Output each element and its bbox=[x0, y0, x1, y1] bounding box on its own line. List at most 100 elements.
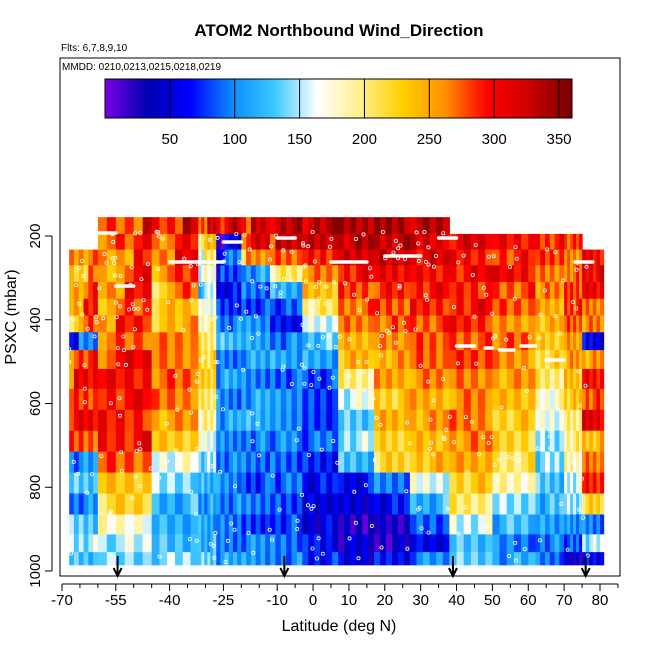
heatmap-cell bbox=[350, 315, 357, 333]
heatmap-cell bbox=[78, 368, 85, 390]
heatmap-cell bbox=[380, 233, 387, 251]
sample-point bbox=[300, 322, 305, 327]
heatmap-cell bbox=[540, 388, 546, 411]
plot-frame bbox=[59, 57, 621, 577]
heatmap-cell bbox=[213, 472, 217, 495]
heatmap-cell bbox=[73, 472, 80, 495]
heatmap-cell bbox=[232, 315, 238, 333]
heatmap-cell bbox=[78, 472, 85, 495]
heatmap-cell bbox=[93, 534, 99, 553]
heatmap-cell bbox=[442, 298, 450, 317]
sample-point bbox=[391, 325, 396, 330]
heatmap-cell bbox=[478, 298, 486, 317]
heatmap-cell bbox=[237, 534, 242, 553]
sample-point bbox=[362, 388, 367, 393]
heatmap-cell bbox=[106, 332, 117, 351]
sample-point bbox=[222, 259, 227, 264]
heatmap-cell bbox=[174, 350, 184, 370]
sample-point bbox=[472, 314, 477, 319]
heatmap-cell bbox=[270, 249, 277, 266]
heatmap-cell bbox=[220, 282, 226, 300]
heatmap-cell bbox=[260, 265, 266, 283]
heatmap-cell bbox=[540, 451, 546, 474]
heatmap-cell bbox=[291, 534, 298, 553]
heatmap-cell bbox=[391, 472, 399, 495]
heatmap-cell bbox=[201, 350, 205, 370]
heatmap-cell bbox=[69, 493, 75, 516]
heatmap-cell bbox=[442, 265, 450, 283]
heatmap-cell bbox=[567, 315, 571, 333]
heatmap-cell bbox=[592, 350, 598, 370]
heatmap-cell bbox=[362, 388, 369, 411]
heatmap-cell bbox=[559, 315, 565, 333]
heatmap-cell bbox=[237, 350, 242, 370]
heatmap-cell bbox=[429, 493, 437, 516]
heatmap-cell bbox=[115, 350, 126, 370]
heatmap-cell bbox=[69, 282, 75, 300]
heatmap-cell bbox=[167, 265, 176, 283]
heatmap-cell bbox=[246, 493, 252, 516]
heatmap-cell bbox=[296, 388, 303, 411]
heatmap-cell bbox=[232, 514, 238, 535]
heatmap-cell bbox=[308, 388, 315, 411]
sample-point bbox=[441, 231, 446, 236]
sample-point bbox=[380, 229, 385, 234]
heatmap-cell bbox=[576, 388, 580, 411]
heatmap-cell bbox=[573, 514, 577, 535]
sample-point bbox=[181, 328, 186, 333]
sample-point bbox=[323, 301, 328, 306]
heatmap-cell bbox=[106, 298, 117, 317]
heatmap-cell bbox=[582, 409, 587, 432]
heatmap-cell bbox=[423, 332, 431, 351]
sample-point bbox=[537, 538, 542, 543]
heatmap-cell bbox=[374, 552, 381, 566]
heatmap-cell bbox=[286, 265, 293, 283]
heatmap-cell bbox=[210, 368, 214, 390]
sample-point bbox=[507, 554, 512, 559]
heatmap-cell bbox=[204, 493, 208, 516]
heatmap-cell bbox=[250, 493, 257, 516]
heatmap-cell bbox=[286, 514, 293, 535]
sample-point bbox=[306, 343, 311, 348]
heatmap-cell bbox=[78, 249, 85, 266]
sample-point bbox=[278, 294, 283, 299]
heatmap-cell bbox=[286, 409, 293, 432]
heatmap-cell bbox=[589, 282, 594, 300]
heatmap-cell bbox=[442, 409, 450, 432]
heatmap-cell bbox=[198, 430, 202, 453]
heatmap-cell bbox=[241, 409, 247, 432]
heatmap-cell bbox=[535, 282, 541, 300]
y-tick-label: 200 bbox=[27, 223, 44, 248]
heatmap-cell bbox=[456, 472, 465, 495]
heatmap-cell bbox=[585, 514, 590, 535]
sample-point bbox=[213, 394, 218, 399]
heatmap-cell bbox=[513, 493, 522, 516]
sample-point bbox=[356, 556, 361, 561]
heatmap-cell bbox=[513, 282, 522, 300]
sample-point bbox=[130, 517, 135, 522]
heatmap-cell bbox=[589, 388, 594, 411]
heatmap-cell bbox=[535, 534, 541, 553]
heatmap-cell bbox=[585, 249, 590, 266]
y-axis-label: PSXC (mbar) bbox=[3, 269, 20, 364]
heatmap-cell bbox=[190, 315, 199, 333]
heatmap-cell bbox=[78, 552, 85, 566]
heatmap-cell bbox=[549, 409, 556, 432]
heatmap-cell bbox=[326, 472, 333, 495]
heatmap-cell bbox=[182, 409, 192, 432]
heatmap-cell bbox=[549, 430, 556, 453]
heatmap-cell bbox=[308, 332, 315, 351]
heatmap-cell bbox=[270, 552, 277, 566]
heatmap-cell bbox=[397, 298, 405, 317]
heatmap-cell bbox=[106, 249, 117, 266]
heatmap-cell bbox=[521, 249, 529, 266]
sample-point bbox=[289, 277, 294, 282]
heatmap-cell bbox=[403, 233, 411, 251]
heatmap-cell bbox=[97, 388, 108, 411]
heatmap-cell bbox=[270, 388, 277, 411]
heatmap-cell bbox=[573, 332, 577, 351]
heatmap-cell bbox=[478, 350, 486, 370]
heatmap-cell bbox=[182, 451, 192, 474]
sample-point bbox=[352, 489, 357, 494]
heatmap-cell bbox=[397, 472, 405, 495]
